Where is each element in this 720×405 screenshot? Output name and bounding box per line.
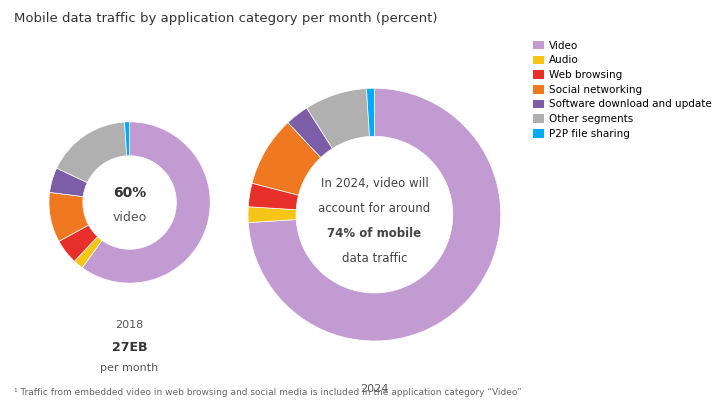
- Wedge shape: [82, 122, 210, 283]
- Text: 2024: 2024: [360, 384, 389, 394]
- Wedge shape: [125, 122, 130, 156]
- Wedge shape: [50, 168, 87, 197]
- Wedge shape: [59, 225, 98, 261]
- Text: ¹ Traffic from embedded video in web browsing and social media is included in th: ¹ Traffic from embedded video in web bro…: [14, 388, 522, 397]
- Text: In 2024, video will: In 2024, video will: [320, 177, 428, 190]
- Wedge shape: [248, 183, 299, 210]
- Wedge shape: [307, 89, 369, 149]
- Wedge shape: [248, 88, 500, 341]
- Wedge shape: [288, 108, 333, 158]
- Text: 27EB: 27EB: [112, 341, 148, 354]
- Text: per month: per month: [101, 363, 158, 373]
- Wedge shape: [49, 192, 89, 241]
- Text: 74% of mobile: 74% of mobile: [328, 227, 421, 240]
- Wedge shape: [248, 207, 296, 223]
- Wedge shape: [57, 122, 127, 183]
- Wedge shape: [252, 123, 321, 195]
- Wedge shape: [366, 88, 374, 136]
- Text: account for around: account for around: [318, 202, 431, 215]
- Text: Mobile data traffic by application category per month (percent): Mobile data traffic by application categ…: [14, 12, 438, 25]
- Text: video: video: [112, 211, 147, 224]
- Wedge shape: [74, 237, 102, 268]
- Text: data traffic: data traffic: [342, 252, 407, 265]
- Legend: Video, Audio, Web browsing, Social networking, Software download and update, Oth: Video, Audio, Web browsing, Social netwo…: [530, 38, 715, 142]
- Text: 2018: 2018: [115, 320, 144, 330]
- Text: 60%: 60%: [113, 186, 146, 200]
